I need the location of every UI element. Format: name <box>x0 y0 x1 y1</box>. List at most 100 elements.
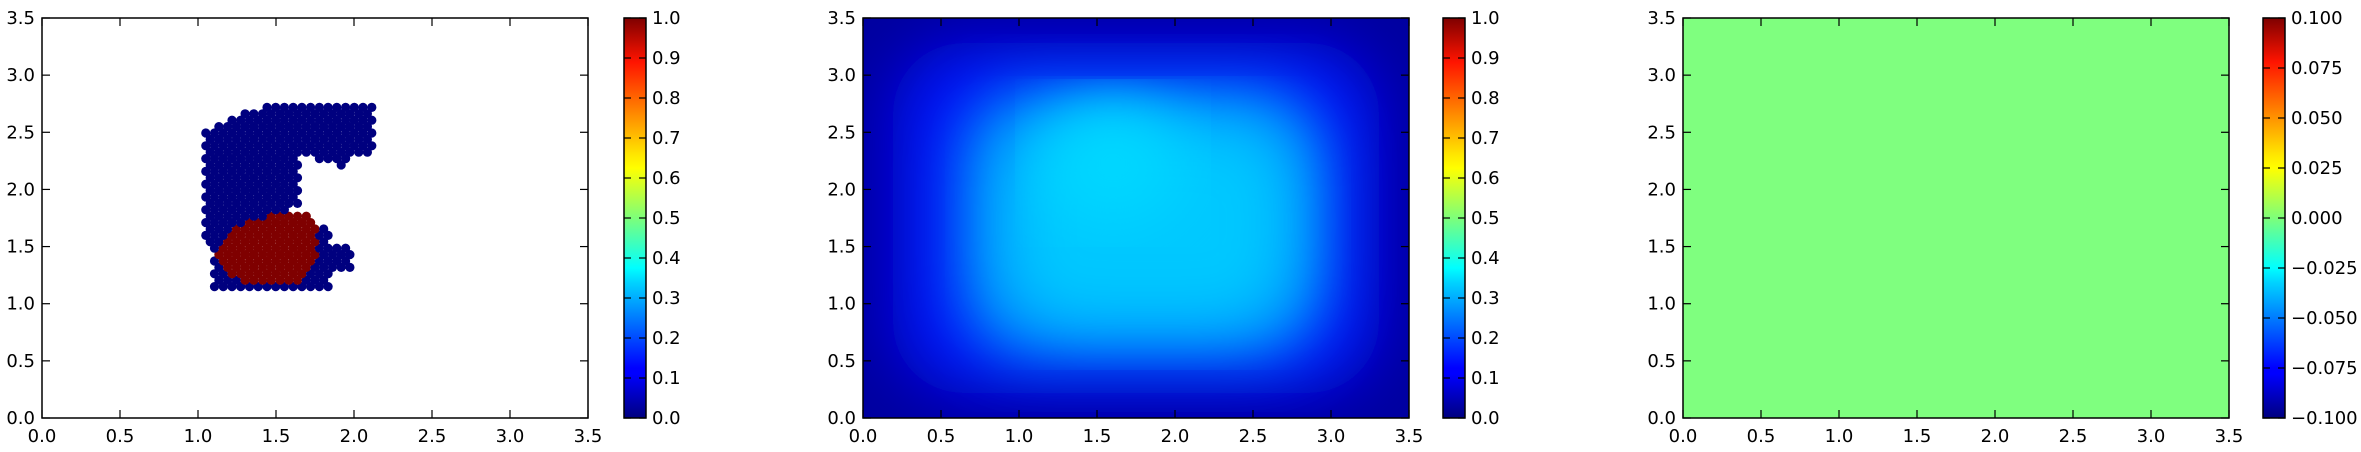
scatter-point-low <box>271 115 281 125</box>
scatter-point-low <box>314 102 324 112</box>
colorbar-tick-label: 1.0 <box>1471 8 1500 29</box>
scatter-point-low <box>214 173 224 183</box>
y-tick-label: 1.5 <box>827 237 856 258</box>
scatter-point-low <box>349 102 359 112</box>
y-tick-label: 3.0 <box>6 65 35 86</box>
scatter-point-low <box>201 205 211 215</box>
colorbar-tick-label: 0.050 <box>2291 108 2343 129</box>
scatter-point-low <box>297 102 307 112</box>
scatter-point-high <box>271 243 281 253</box>
scatter-point-low <box>253 179 263 189</box>
scatter-point-low <box>214 134 224 144</box>
x-tick-label: 2.5 <box>1239 426 1268 447</box>
scatter-point-low <box>253 141 263 151</box>
scatter-point-low <box>336 122 346 132</box>
scatter-point-low <box>323 256 333 266</box>
scatter-point-low <box>227 179 237 189</box>
scatter-point-low <box>253 192 263 202</box>
scatter-point-low <box>236 115 246 125</box>
axes-3: 0.0 0.5 1.0 1.5 2.0 2.5 3.0 3.5 0.0 0.5 1.0 1.5 2.0 2… <box>1647 8 2243 447</box>
scatter-point-high <box>271 230 281 240</box>
x-tick-label: 3.0 <box>496 426 525 447</box>
colorbar-tick-label: 0.0 <box>1471 408 1500 429</box>
scatter-point-low <box>367 128 377 138</box>
scatter-point-low <box>323 102 333 112</box>
scatter-point-low <box>271 282 281 292</box>
scatter-point-high <box>271 269 281 279</box>
colorbar-tick-label: −0.050 <box>2291 308 2358 329</box>
x-tick-label: 2.0 <box>1981 426 2010 447</box>
colorbar-tick-label: −0.075 <box>2291 358 2358 379</box>
scatter-point-low <box>284 109 294 119</box>
y-tick-label: 0.5 <box>6 351 35 372</box>
scatter-point-low <box>240 147 250 157</box>
colorbar-tick-label: 0.025 <box>2291 158 2343 179</box>
axes-1: 0.0 0.5 1.0 1.5 2.0 2.5 3.0 3.5 0.0 0.5 1.0 1.5 2.0 2… <box>6 8 602 447</box>
scatter-point-low <box>297 282 307 292</box>
scatter-point-low <box>332 102 342 112</box>
scatter-point-low <box>209 128 220 138</box>
scatter-point-low <box>227 166 237 176</box>
scatter-point-low <box>227 154 237 164</box>
scatter-point-low <box>227 205 237 215</box>
scatter-point-low <box>323 154 333 164</box>
plot-area-1 <box>42 18 588 418</box>
colorbar-tick-label: 0.9 <box>652 48 681 69</box>
scatter-point-low <box>362 134 372 144</box>
scatter-point-low <box>271 128 281 138</box>
scatter-point-high <box>227 243 237 253</box>
scatter-point-low <box>201 192 211 202</box>
scatter-point-low <box>362 122 372 132</box>
scatter-point-low <box>323 115 333 125</box>
colorbar-tick-label: 0.2 <box>1471 328 1500 349</box>
scatter-point-high <box>253 218 263 228</box>
scatter-point-high <box>297 256 307 266</box>
scatter-point-low <box>214 262 224 272</box>
scatter-point-low <box>332 243 342 253</box>
scatter-point-low <box>336 147 346 157</box>
x-tick-label: 3.0 <box>1317 426 1346 447</box>
scatter-point-high <box>240 250 250 260</box>
x-tick-label: 1.0 <box>1005 426 1034 447</box>
x-tick-label: 0.0 <box>28 426 57 447</box>
scatter-point-high <box>292 211 303 221</box>
colorbar-tick-label: 0.9 <box>1471 48 1500 69</box>
y-tick-label: 1.5 <box>1647 237 1676 258</box>
scatter-point-low <box>201 230 211 240</box>
scatter-point-low <box>227 282 237 292</box>
y-tick-label: 3.0 <box>1647 65 1676 86</box>
scatter-point-high <box>310 237 320 247</box>
scatter-point-low <box>288 102 298 112</box>
scatter-point-high <box>284 275 294 285</box>
scatter-point-high <box>240 262 250 272</box>
scatter-point-low <box>214 275 224 285</box>
colorbar-tick-label: 0.4 <box>1471 248 1500 269</box>
scatter-point-low <box>214 211 224 221</box>
y-tick-label: 0.0 <box>1647 408 1676 429</box>
scatter-point-low <box>201 179 211 189</box>
axes-2: 0.0 0.5 1.0 1.5 2.0 2.5 3.0 3.5 0.0 0.5 1.0 1.5 2.0 2… <box>827 8 1423 447</box>
scatter-point-low <box>271 141 281 151</box>
scatter-point-low <box>323 243 333 253</box>
scatter-point-high <box>297 218 307 228</box>
plot-frame-2 <box>862 17 1410 419</box>
y-tick-label: 2.0 <box>6 179 35 200</box>
scatter-point-low <box>310 262 320 272</box>
scatter-point-low <box>336 109 346 119</box>
scatter-point-high <box>301 211 311 221</box>
y-tick-label: 1.0 <box>827 294 856 315</box>
scatter-point-low <box>201 166 211 176</box>
scatter-point-low <box>271 205 281 215</box>
scatter-point-low <box>279 102 289 112</box>
colorbar-tick-label: 0.7 <box>652 128 681 149</box>
scatter-point-high <box>284 211 294 221</box>
x-tick-label: 2.5 <box>2059 426 2088 447</box>
scatter-point-high <box>258 224 268 234</box>
scatter-point-low <box>271 179 281 189</box>
y-tick-label: 1.0 <box>6 294 35 315</box>
y-tick-label: 0.0 <box>6 408 35 429</box>
scatter-point-low <box>253 154 263 164</box>
colorbar-tick-label: 0.6 <box>652 168 681 189</box>
scatter-point-low <box>201 141 211 151</box>
scatter-point-high <box>227 256 237 266</box>
